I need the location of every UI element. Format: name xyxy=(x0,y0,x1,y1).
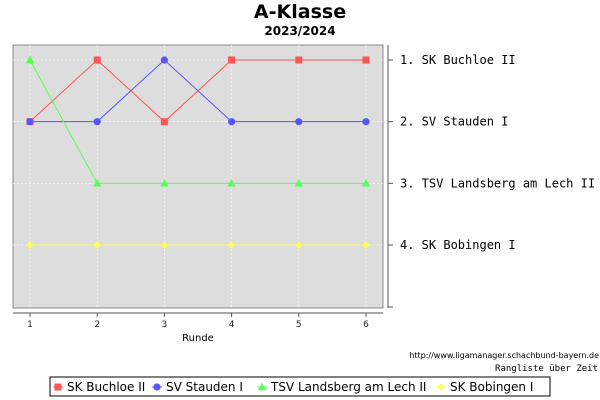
legend-label: SK Buchloe II xyxy=(67,380,145,394)
series-tsv-landsberg-am-lech-ii xyxy=(25,55,371,187)
data-point xyxy=(160,118,168,126)
data-point xyxy=(294,178,303,187)
legend-item: SV Stauden I xyxy=(152,380,243,394)
legend-item: TSV Landsberg am Lech II xyxy=(257,380,426,394)
data-point xyxy=(160,56,168,64)
data-point xyxy=(295,56,303,64)
data-point xyxy=(362,56,370,64)
series-sv-stauden-i xyxy=(26,56,370,126)
x-tick-label: 2 xyxy=(94,320,100,330)
data-point xyxy=(160,178,169,187)
legend-label: TSV Landsberg am Lech II xyxy=(270,380,426,394)
data-point xyxy=(160,241,169,249)
rank-tick-layer: 1. SK Buchloe II 2. SV Stauden I 3. TSV La… xyxy=(388,53,595,308)
x-axis-label: Runde xyxy=(182,333,214,344)
data-point xyxy=(26,241,34,249)
data-point xyxy=(228,56,236,64)
legend-item: SK Buchloe II xyxy=(53,380,145,394)
rank-label: 1. SK Buchloe II xyxy=(400,53,516,67)
source-url: http://www.ligamanager.schachbund-bayern… xyxy=(409,351,599,360)
data-point xyxy=(26,118,34,126)
rank-label: 3. TSV Landsberg am Lech II xyxy=(400,176,595,190)
data-point xyxy=(93,178,102,187)
data-point xyxy=(93,118,101,126)
series-line xyxy=(30,59,366,123)
legend-marker xyxy=(437,383,445,391)
series-sk-bobingen-i xyxy=(26,241,370,249)
chart-subtitle: 2023/2024 xyxy=(264,24,335,38)
legend: SK Buchloe II SV Stauden I TSV Landsberg a… xyxy=(53,380,533,394)
rank-label: 2. SV Stauden I xyxy=(400,115,508,129)
data-point xyxy=(362,118,370,126)
x-tick-layer: 1 2 3 4 5 6 xyxy=(27,313,369,330)
x-tick-label: 3 xyxy=(162,320,168,330)
data-point xyxy=(361,178,371,187)
x-tick-label: 5 xyxy=(296,320,302,330)
chart-title: A-Klasse xyxy=(254,1,346,23)
data-point xyxy=(93,241,101,249)
data-point xyxy=(362,241,370,249)
data-point xyxy=(228,118,236,126)
legend-marker xyxy=(257,382,267,391)
legend-item: SK Bobingen I xyxy=(436,380,533,394)
plot-area xyxy=(12,44,384,309)
legend-label: SK Bobingen I xyxy=(450,380,533,394)
data-point xyxy=(295,118,303,126)
legend-box xyxy=(49,376,551,397)
data-point xyxy=(227,178,236,187)
series-layer xyxy=(25,55,371,249)
legend-marker xyxy=(153,383,161,391)
series-line xyxy=(29,59,366,184)
x-tick-label: 6 xyxy=(363,320,369,330)
data-point xyxy=(93,56,101,64)
legend-marker xyxy=(54,383,62,391)
data-point xyxy=(295,241,303,249)
rank-label: 4. SK Bobingen I xyxy=(400,238,516,252)
legend-label: SV Stauden I xyxy=(166,380,243,394)
chart-caption: Rangliste über Zeit xyxy=(495,364,598,374)
x-tick-label: 4 xyxy=(229,320,235,330)
data-point xyxy=(227,241,236,249)
data-point xyxy=(25,55,35,64)
x-tick-label: 1 xyxy=(27,320,33,330)
